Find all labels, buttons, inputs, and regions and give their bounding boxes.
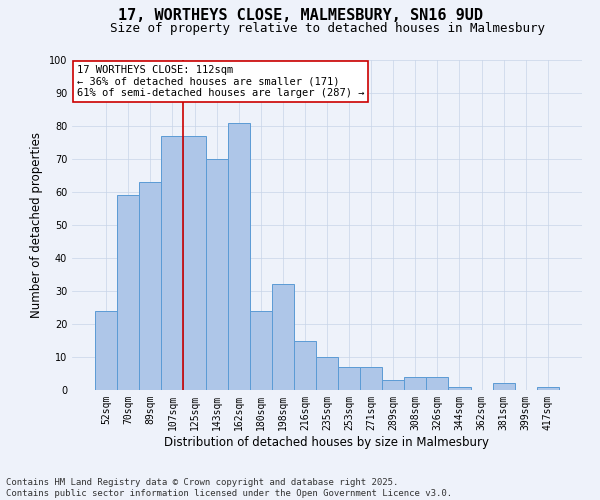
- Text: Contains HM Land Registry data © Crown copyright and database right 2025.
Contai: Contains HM Land Registry data © Crown c…: [6, 478, 452, 498]
- Bar: [227, 122, 250, 390]
- Bar: [316, 357, 338, 390]
- Bar: [493, 384, 515, 390]
- Bar: [250, 311, 272, 390]
- Bar: [161, 136, 184, 390]
- Y-axis label: Number of detached properties: Number of detached properties: [30, 132, 43, 318]
- Bar: [95, 311, 117, 390]
- Bar: [206, 159, 227, 390]
- Bar: [427, 377, 448, 390]
- Bar: [382, 380, 404, 390]
- Text: 17 WORTHEYS CLOSE: 112sqm
← 36% of detached houses are smaller (171)
61% of semi: 17 WORTHEYS CLOSE: 112sqm ← 36% of detac…: [77, 65, 365, 98]
- X-axis label: Distribution of detached houses by size in Malmesbury: Distribution of detached houses by size …: [164, 436, 490, 448]
- Bar: [360, 367, 382, 390]
- Bar: [139, 182, 161, 390]
- Bar: [184, 136, 206, 390]
- Text: 17, WORTHEYS CLOSE, MALMESBURY, SN16 9UD: 17, WORTHEYS CLOSE, MALMESBURY, SN16 9UD: [118, 8, 482, 22]
- Title: Size of property relative to detached houses in Malmesbury: Size of property relative to detached ho…: [110, 22, 545, 35]
- Bar: [448, 386, 470, 390]
- Bar: [338, 367, 360, 390]
- Bar: [404, 377, 427, 390]
- Bar: [294, 340, 316, 390]
- Bar: [117, 196, 139, 390]
- Bar: [537, 386, 559, 390]
- Bar: [272, 284, 294, 390]
